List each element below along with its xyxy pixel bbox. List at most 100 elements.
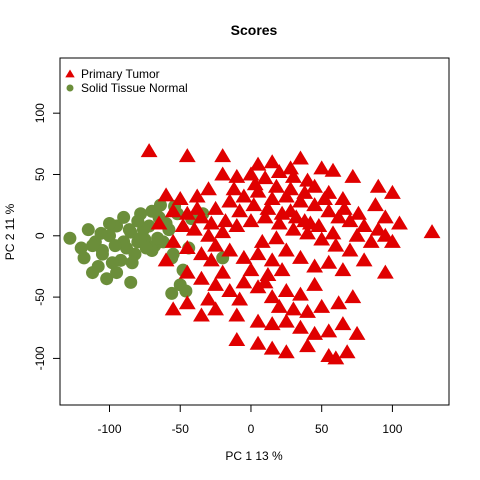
point-solid-tissue-normal (94, 226, 108, 240)
point-solid-tissue-normal (131, 214, 145, 228)
x-axis-label: PC 1 13 % (225, 449, 283, 463)
point-primary-tumor (171, 191, 189, 206)
point-solid-tissue-normal (91, 259, 105, 273)
point-solid-tissue-normal (63, 231, 77, 245)
point-primary-tumor (242, 213, 260, 228)
point-primary-tumor (245, 197, 263, 212)
point-primary-tumor (334, 262, 352, 277)
point-primary-tumor (277, 242, 295, 257)
point-primary-tumor (299, 338, 316, 353)
point-primary-tumor (299, 172, 316, 187)
point-primary-tumor (273, 205, 291, 220)
point-primary-tumor (246, 176, 264, 191)
point-primary-tumor (301, 215, 319, 230)
point-solid-tissue-normal (134, 231, 148, 245)
point-primary-tumor (270, 298, 288, 313)
point-primary-tumor (299, 225, 316, 240)
point-primary-tumor (207, 276, 224, 291)
point-primary-tumor (228, 307, 246, 322)
x-tick-label: 100 (382, 422, 402, 436)
point-primary-tumor (178, 240, 196, 255)
point-primary-tumor (285, 168, 302, 183)
point-primary-tumor (292, 286, 309, 301)
point-solid-tissue-normal (125, 256, 139, 270)
point-primary-tumor (249, 183, 267, 198)
legend-marker-circle (66, 84, 74, 92)
point-primary-tumor (235, 188, 253, 203)
point-primary-tumor (164, 301, 182, 316)
point-primary-tumor (423, 224, 441, 239)
point-primary-tumor (221, 282, 239, 297)
point-primary-tumor (285, 301, 302, 316)
point-primary-tumor (355, 252, 373, 267)
point-primary-tumor (235, 274, 253, 289)
point-solid-tissue-normal (153, 198, 167, 212)
point-primary-tumor (348, 227, 366, 242)
point-primary-tumor (178, 264, 196, 279)
point-solid-tissue-normal (81, 223, 95, 237)
point-primary-tumor (256, 209, 274, 224)
point-primary-tumor (225, 181, 243, 196)
point-primary-tumor (249, 246, 267, 261)
point-primary-tumor (202, 252, 220, 267)
legend-label-primary-tumor: Primary Tumor (81, 67, 160, 81)
point-primary-tumor (296, 184, 314, 199)
point-primary-tumor (268, 178, 285, 193)
point-primary-tumor (384, 233, 401, 248)
point-primary-tumor (193, 307, 210, 322)
point-primary-tumor (214, 148, 232, 163)
point-primary-tumor (200, 291, 217, 306)
point-primary-tumor (292, 150, 309, 165)
point-primary-tumor (320, 254, 338, 269)
point-solid-tissue-normal (110, 266, 124, 280)
point-primary-tumor (344, 168, 362, 183)
point-primary-tumor (185, 221, 203, 236)
point-primary-tumor (259, 267, 277, 282)
point-primary-tumor (277, 344, 295, 359)
point-primary-tumor (231, 203, 249, 218)
point-primary-tumor (164, 203, 182, 218)
x-tick-label: 0 (248, 422, 255, 436)
point-solid-tissue-normal (151, 231, 165, 245)
point-primary-tumor (391, 215, 408, 230)
point-primary-tumor (256, 274, 274, 289)
point-primary-tumor (174, 217, 192, 232)
point-primary-tumor (277, 282, 295, 297)
point-primary-tumor (263, 191, 281, 206)
point-primary-tumor (306, 178, 324, 193)
point-solid-tissue-normal (105, 256, 119, 270)
point-primary-tumor (334, 316, 352, 331)
y-axis-label: PC 2 11 % (3, 203, 17, 260)
point-primary-tumor (341, 242, 359, 257)
point-primary-tumor (200, 181, 217, 196)
point-primary-tumor (268, 230, 285, 245)
point-solid-tissue-normal (122, 223, 136, 237)
point-primary-tumor (306, 276, 324, 291)
point-primary-tumor (273, 262, 291, 277)
point-primary-tumor (193, 246, 210, 261)
point-primary-tumor (193, 270, 210, 285)
x-tick-label: -50 (172, 422, 190, 436)
point-primary-tumor (221, 242, 239, 257)
point-primary-tumor (270, 164, 288, 179)
point-solid-tissue-normal (179, 284, 193, 298)
point-primary-tumor (263, 316, 281, 331)
point-primary-tumor (306, 197, 324, 212)
point-primary-tumor (299, 303, 316, 318)
point-primary-tumor (334, 191, 352, 206)
point-primary-tumor (207, 200, 224, 215)
point-primary-tumor (282, 181, 299, 196)
point-primary-tumor (150, 215, 168, 230)
point-primary-tumor (202, 215, 220, 230)
y-tick-label: -100 (33, 346, 47, 370)
point-primary-tumor (228, 217, 246, 232)
point-primary-tumor (376, 209, 394, 224)
point-primary-tumor (178, 205, 196, 220)
point-primary-tumor (292, 193, 309, 208)
legend-marker-triangle (65, 69, 75, 78)
point-primary-tumor (188, 200, 206, 215)
point-primary-tumor (157, 252, 175, 267)
point-primary-tumor (327, 350, 345, 365)
point-primary-tumor (140, 143, 158, 158)
point-primary-tumor (270, 215, 288, 230)
